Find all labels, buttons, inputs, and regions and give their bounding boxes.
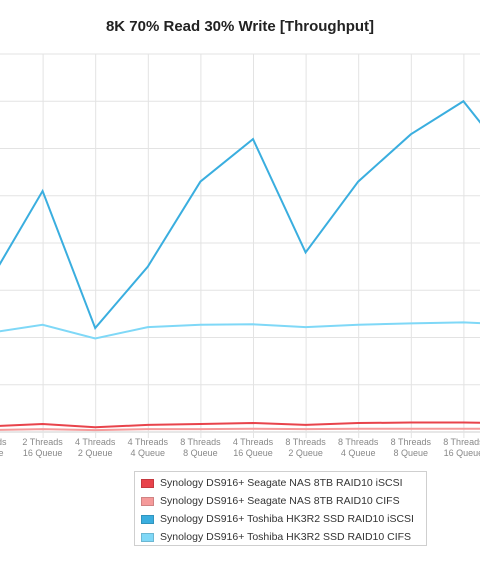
x-tick-label: 8 Threads bbox=[338, 437, 379, 447]
x-tick-label: 8 Queue bbox=[183, 448, 218, 458]
x-tick-label: 2 Queue bbox=[78, 448, 113, 458]
x-tick-label: 8 Threads bbox=[285, 437, 326, 447]
series-line-3 bbox=[0, 99, 480, 330]
series-line-4 bbox=[0, 321, 480, 340]
x-tick-label: 8 Threads bbox=[443, 437, 480, 447]
x-tick-label: 2 Queue bbox=[288, 448, 323, 458]
x-tick-label: Threads bbox=[0, 437, 7, 447]
x-tick-label: 4 Threads bbox=[128, 437, 169, 447]
x-tick-label: 8 Threads bbox=[180, 437, 221, 447]
legend: Synology DS916+ Seagate NAS 8TB RAID10 i… bbox=[134, 471, 427, 546]
legend-item-1[interactable]: Synology DS916+ Seagate NAS 8TB RAID10 i… bbox=[141, 474, 426, 492]
legend-swatch bbox=[141, 496, 154, 506]
x-tick-label: 16 Queue bbox=[23, 448, 63, 458]
series-lines bbox=[0, 99, 480, 432]
x-tick-label: 16 Queue bbox=[444, 448, 480, 458]
legend-label: Synology DS916+ Seagate NAS 8TB RAID10 i… bbox=[160, 477, 403, 489]
series-line-1 bbox=[0, 421, 480, 429]
x-tick-label: 4 Threads bbox=[75, 437, 116, 447]
x-tick-label: 8 Queue bbox=[394, 448, 429, 458]
legend-item-3[interactable]: Synology DS916+ Toshiba HK3R2 SSD RAID10… bbox=[141, 510, 426, 528]
x-tick-label: 4 Queue bbox=[131, 448, 166, 458]
x-tick-label: 16 Queue bbox=[233, 448, 273, 458]
legend-label: Synology DS916+ Toshiba HK3R2 SSD RAID10… bbox=[160, 513, 414, 525]
x-tick-label: 4 Queue bbox=[341, 448, 376, 458]
legend-label: Synology DS916+ Seagate NAS 8TB RAID10 C… bbox=[160, 495, 400, 507]
legend-item-2[interactable]: Synology DS916+ Seagate NAS 8TB RAID10 C… bbox=[141, 492, 426, 510]
x-tick-label: Queue bbox=[0, 448, 4, 458]
legend-swatch bbox=[141, 478, 154, 488]
x-tick-label: 4 Threads bbox=[233, 437, 274, 447]
chart-title: 8K 70% Read 30% Write [Throughput] bbox=[105, 18, 375, 35]
legend-item-4[interactable]: Synology DS916+ Toshiba HK3R2 SSD RAID10… bbox=[141, 528, 426, 546]
legend-swatch bbox=[141, 514, 154, 524]
series-line-2 bbox=[0, 427, 480, 432]
x-tick-label: 8 Threads bbox=[391, 437, 432, 447]
legend-swatch bbox=[141, 532, 154, 542]
legend-label: Synology DS916+ Toshiba HK3R2 SSD RAID10… bbox=[160, 531, 412, 543]
grid-lines bbox=[0, 53, 480, 438]
x-tick-label: 2 Threads bbox=[22, 437, 63, 447]
